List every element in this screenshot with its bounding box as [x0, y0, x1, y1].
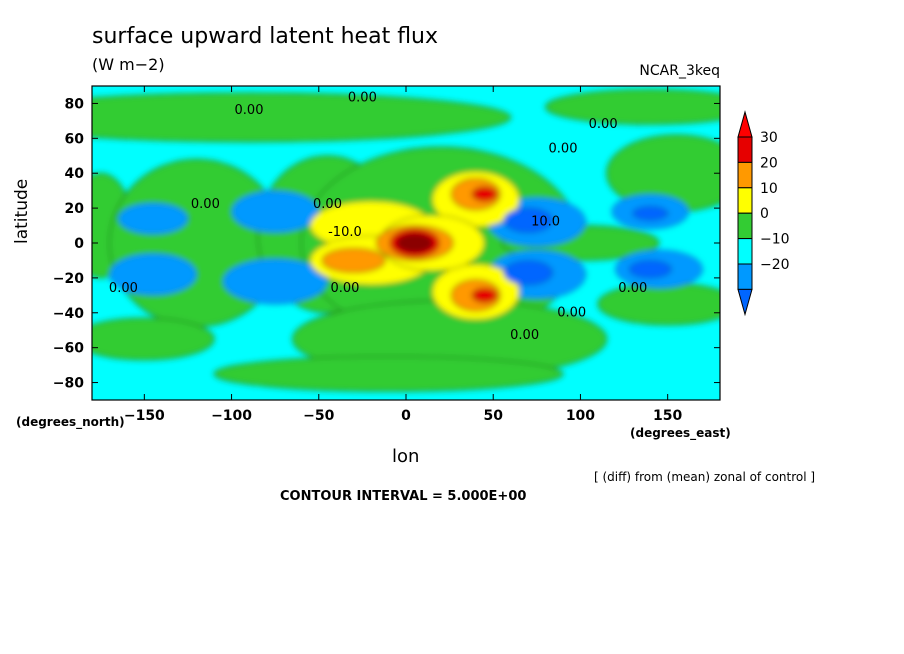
y-tick-label: 60 — [65, 131, 85, 147]
contour-interval-label: CONTOUR INTERVAL = 5.000E+00 — [280, 489, 527, 504]
field-region-neg20 — [503, 207, 553, 233]
contour-label: 0.00 — [549, 141, 578, 156]
x-axis-unit: (degrees_east) — [630, 426, 731, 440]
colorbar-label: −20 — [760, 257, 790, 273]
colorbar-label: 20 — [760, 155, 778, 171]
contour-label: 0.00 — [589, 117, 618, 132]
field-region-neg20 — [632, 205, 669, 221]
y-tick-label: −20 — [53, 271, 84, 287]
y-tick-label: 80 — [65, 96, 85, 112]
field-region-neg20 — [628, 260, 672, 279]
y-tick-label: −80 — [53, 376, 84, 392]
y-axis-ticks: 80 60 40 20 0 −20 −40 −60 −80 — [53, 96, 720, 392]
contour-label: 0.00 — [510, 328, 539, 343]
contour-label: 0.00 — [557, 305, 586, 320]
colorbar-segment — [737, 161, 753, 189]
y-tick-label: 0 — [74, 236, 84, 252]
contour-label: 0.00 — [235, 103, 264, 118]
colorbar-segment — [737, 212, 753, 240]
x-tick-label: 0 — [401, 408, 411, 424]
field-region-neg10 — [231, 190, 320, 233]
y-axis-unit: (degrees_north) — [16, 415, 125, 429]
field-region-neg10 — [117, 202, 189, 235]
x-tick-label: 100 — [566, 408, 595, 424]
colorbar-label: 0 — [760, 206, 769, 222]
y-tick-label: 20 — [65, 201, 85, 217]
chart-units: (W m−2) — [92, 55, 165, 74]
contour-label: -10.0 — [328, 225, 362, 240]
contour-label: 0.00 — [330, 281, 359, 296]
colorbar-extend-top — [737, 110, 753, 138]
colorbar-label: −10 — [760, 232, 790, 248]
colorbar-segment — [737, 263, 753, 290]
field-region-max — [396, 233, 433, 253]
y-tick-label: −40 — [53, 306, 84, 322]
x-axis-ticks: −150 −100 −50 0 50 100 150 — [124, 86, 683, 424]
field-region-neg20 — [503, 260, 553, 286]
x-tick-label: −150 — [124, 408, 165, 424]
field-region-pos20 — [321, 247, 386, 274]
contour-label: 0.00 — [348, 91, 377, 106]
contour-label: 0.00 — [313, 197, 342, 212]
field-region-neg10 — [109, 253, 198, 296]
field-region-pos30 — [471, 186, 498, 202]
contour-label: 0.00 — [109, 281, 138, 296]
y-tick-label: 40 — [65, 166, 85, 182]
colorbar-label: 30 — [760, 130, 778, 146]
x-tick-label: 50 — [483, 408, 503, 424]
contour-label: 10.0 — [531, 215, 560, 230]
field-region-neg10 — [222, 258, 328, 305]
field-region-green — [545, 89, 720, 125]
colorbar-extend-bottom — [737, 288, 753, 317]
diff-note: [ (diff) from (mean) zonal of control ] — [594, 470, 816, 484]
contour-label: 0.00 — [191, 197, 220, 212]
y-tick-label: −60 — [53, 341, 84, 357]
contour-label: 0.00 — [618, 281, 647, 296]
x-tick-label: −100 — [211, 408, 252, 424]
model-name: NCAR_3keq — [639, 63, 720, 79]
colorbar-label: 10 — [760, 181, 778, 197]
colorbar-segment — [737, 136, 753, 163]
field-region-pos30 — [471, 287, 498, 303]
x-tick-label: 150 — [653, 408, 682, 424]
colorbar: 30 20 10 0 −10 −20 — [737, 110, 790, 317]
x-axis-label: lon — [392, 446, 420, 467]
field-region-green — [92, 92, 511, 143]
colorbar-segment — [737, 187, 753, 214]
heatmap-field — [92, 86, 720, 400]
colorbar-segment — [737, 238, 753, 265]
contour-labels: 0.00 0.00 0.00 0.00 0.00 0.00 -10.0 10.0 0.00 0.0… — [109, 91, 647, 343]
chart-title: surface upward latent heat flux — [92, 24, 439, 49]
field-region-green — [92, 317, 215, 361]
field-region-green — [213, 355, 564, 392]
x-tick-label: −50 — [303, 408, 334, 424]
